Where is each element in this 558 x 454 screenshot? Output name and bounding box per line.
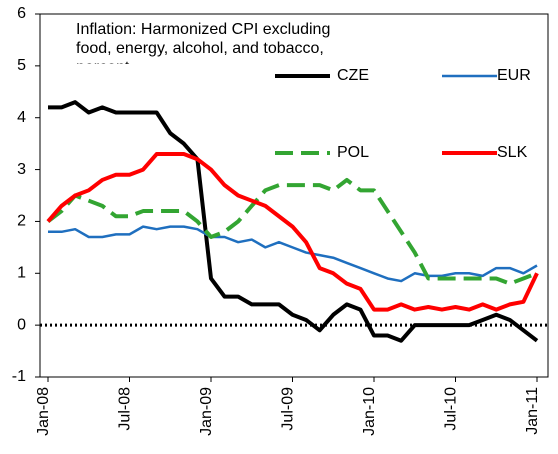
y-tick-label: -1 [12,368,26,385]
series-line [48,225,538,283]
x-tick-label: Jan-11 [524,387,541,435]
y-tick-label: 1 [17,265,26,282]
x-tick-label: Jan-10 [361,387,378,436]
y-tick-label: 0 [17,316,26,333]
x-tick-label: Jan-08 [35,387,52,436]
y-tick-label: 4 [17,109,26,126]
x-tick-label: Jul-09 [280,387,297,431]
x-tick-label: Jul-08 [117,387,134,431]
legend-label: POL [337,144,369,161]
series-line [46,152,539,312]
series-line [48,100,539,343]
chart-title: Inflation: Harmonized CPI excluding food… [76,21,331,64]
legend-label: CZE [337,67,369,84]
series-line [46,177,538,286]
y-tick-label: 3 [17,161,26,178]
plot-frame [39,13,549,378]
legend-label: EUR [497,67,531,84]
x-tick-label: Jul-10 [443,387,460,431]
x-tick-label: Jan-09 [198,387,215,436]
y-tick-label: 5 [17,57,26,74]
title-wrap: Inflation: Harmonized CPI excluding food… [76,21,331,64]
y-tick-label: 6 [17,5,26,22]
y-tick-label: 2 [17,213,26,230]
legend-label: SLK [497,144,528,161]
